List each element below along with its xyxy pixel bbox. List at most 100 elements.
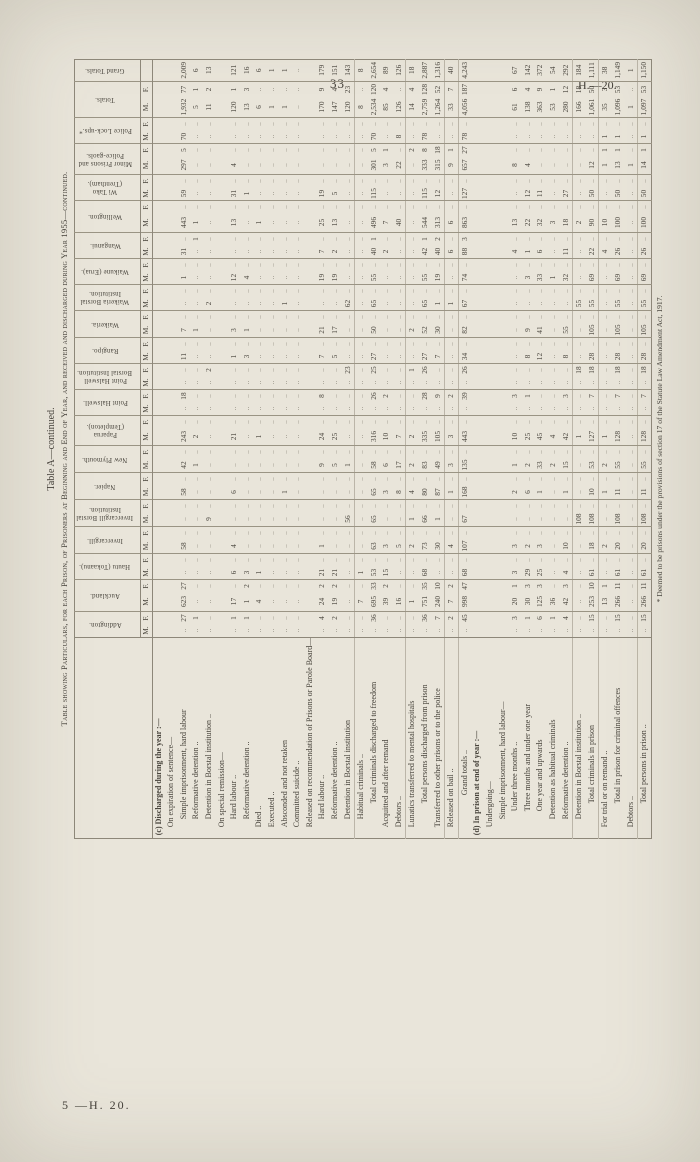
table-cell: .. [625, 289, 635, 293]
table-cell: .. [625, 263, 635, 267]
table-cell: 1 [598, 156, 612, 175]
table-cell: 4 [521, 156, 535, 175]
table-cell: .. [420, 289, 430, 293]
table-cell: .. [547, 566, 560, 580]
table-cell: .. [381, 420, 391, 424]
table-cell: 55 [367, 271, 381, 285]
table-cell: .. [342, 179, 352, 183]
table-cell: 18 [637, 363, 652, 377]
sex-subheader: F. [140, 143, 153, 157]
table-cell: .. [291, 624, 304, 638]
table-cell: 125 [534, 592, 547, 612]
table-cell: .. [190, 592, 203, 612]
table-cell: 55 [611, 458, 625, 473]
table-cell: 5 [328, 350, 342, 364]
table-cell: .. [572, 156, 586, 175]
table-cell: 751 [419, 592, 432, 612]
table-cell: .. [521, 376, 535, 390]
table-cell: .. [625, 477, 635, 481]
table-cell: .. [548, 558, 557, 562]
table-cell [484, 402, 497, 416]
row-label: Reformative detention .. [559, 637, 573, 839]
table-cell: .. [266, 558, 276, 562]
table-cell: .. [191, 584, 201, 588]
table-cell: .. [432, 420, 442, 424]
table-cell [165, 187, 178, 201]
table-cell: .. [329, 420, 339, 424]
table-cell: 47 [458, 579, 472, 593]
table-cell: .. [392, 187, 406, 201]
table-cell: 45 [534, 428, 547, 446]
table-cell: .. [458, 310, 472, 324]
table-cell: .. [354, 389, 368, 403]
table-cell: .. [191, 477, 201, 481]
table-cell: .. [291, 428, 304, 446]
table-cell: .. [354, 624, 368, 638]
table-cell: .. [266, 450, 276, 454]
table-cell: .. [559, 624, 573, 638]
table-cell: 65 [367, 297, 381, 311]
table-cell: .. [522, 179, 532, 183]
table-cell: .. [431, 376, 445, 390]
column-header-invercargill-: Invercargill. [74, 526, 141, 554]
table-cell: 657 [458, 156, 472, 175]
table-cell: 13 [228, 213, 241, 233]
table-cell: .. [202, 271, 216, 285]
table-cell [471, 389, 484, 402]
table-cell [215, 297, 229, 311]
table-cell: .. [548, 342, 557, 346]
table-cell: 19 [316, 187, 329, 201]
table-cell: .. [329, 368, 339, 372]
table-cell: .. [190, 624, 203, 638]
row-label: Reformative detention .. [190, 637, 203, 839]
table-cell: .. [625, 394, 635, 398]
table-cell [471, 472, 484, 485]
table-cell: .. [420, 342, 430, 346]
table-cell: .. [178, 122, 188, 126]
table-cell: 863 [458, 213, 472, 233]
table-cell: 2 [317, 584, 327, 588]
table-cell: .. [254, 616, 264, 620]
table-cell: 8 [317, 394, 327, 398]
table-cell: 8 [559, 350, 573, 364]
table-cell: 1 [354, 566, 368, 580]
table-cell: .. [405, 579, 420, 593]
table-cell: .. [612, 558, 622, 562]
column-header-wi-tako-trentham-: Wi Tako (Trentham). [74, 174, 141, 201]
table-cell: .. [341, 156, 355, 175]
table-cell: .. [241, 504, 251, 508]
table-cell: .. [240, 297, 254, 311]
table-cell [152, 402, 166, 416]
table-cell: .. [317, 205, 327, 209]
prison-name-label: Rangipo. [91, 347, 119, 355]
row-label: Total criminals discharged to freedom [367, 637, 381, 839]
sex-subheader: M. [140, 402, 153, 416]
table-cell [165, 310, 178, 323]
table-cell [484, 499, 497, 512]
table-cell: .. [265, 402, 279, 416]
table-cell: 4 [509, 245, 522, 259]
table-cell: 25 [316, 213, 329, 233]
table-cell: .. [241, 263, 251, 267]
table-cell: .. [177, 512, 191, 527]
table-cell [152, 350, 166, 364]
table-cell: 1,096 [611, 97, 625, 118]
table-cell: 52 [419, 323, 432, 338]
table-cell: 443 [458, 428, 472, 446]
table-cell: 372 [534, 59, 547, 82]
table-cell [152, 428, 166, 446]
table-cell: .. [420, 558, 430, 562]
table-cell [484, 539, 497, 554]
table-cell: .. [191, 558, 201, 562]
table-cell: 1 [229, 616, 239, 620]
table-cell: .. [354, 297, 368, 311]
table-cell: .. [535, 148, 545, 152]
table-body: (c) Discharged during the year :— On expi… [152, 59, 652, 839]
table-row: Detention as habitual criminals.. 1 36....… [547, 59, 560, 839]
table-row: On expiration of sentence— [165, 59, 178, 839]
table-cell: 4 [317, 616, 327, 620]
table-cell: 27 [419, 350, 432, 364]
table-cell: .. [203, 477, 213, 481]
table-cell [471, 310, 484, 323]
